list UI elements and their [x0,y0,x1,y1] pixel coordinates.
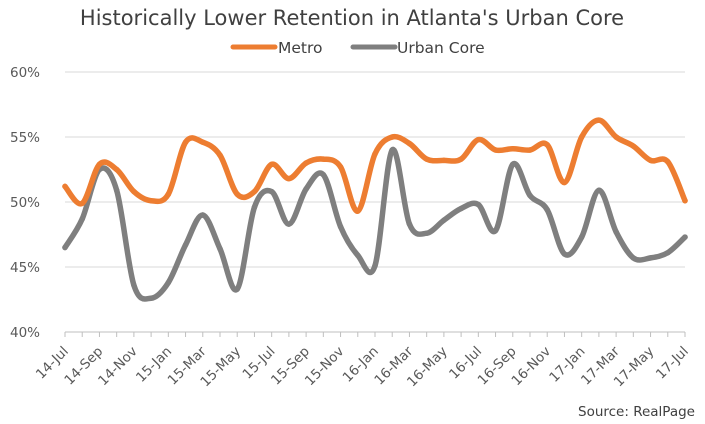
data-point-metro [62,183,68,190]
data-point-urban-core [286,221,292,227]
data-point-urban-core [578,234,585,240]
data-point-metro [234,191,240,197]
data-point-metro [355,208,361,214]
data-point-metro [79,200,85,207]
data-point-urban-core [544,207,550,213]
data-point-metro [320,156,327,162]
data-point-metro [182,139,189,145]
data-point-metro [96,161,103,168]
data-point-urban-core [148,295,154,301]
series-points-metro [62,117,688,214]
series-line-urban-core [62,147,688,302]
data-point-urban-core [561,251,568,257]
data-point-urban-core [475,201,482,208]
series-layer [62,117,688,302]
data-point-metro [372,151,378,157]
data-point-urban-core [251,204,258,210]
data-point-metro [527,147,533,153]
data-point-metro [268,161,275,168]
data-point-metro [544,142,550,148]
data-point-urban-core [613,229,619,235]
x-tick-label: 17-Jul [653,344,692,383]
data-point-urban-core [337,223,344,230]
data-point-metro [458,156,464,162]
data-point-urban-core [647,255,654,261]
data-point-urban-core [131,282,137,288]
x-tick-label: 16-Nov [509,344,555,390]
y-tick-label: 55% [10,130,40,146]
data-point-metro [337,164,344,170]
data-point-metro [492,147,499,153]
data-point-metro [303,160,309,166]
y-tick-label: 45% [10,260,40,276]
data-point-metro [561,179,568,186]
data-point-urban-core [79,216,85,222]
data-point-urban-core [372,262,378,269]
y-tick-label: 40% [10,325,40,341]
data-point-urban-core [165,279,172,286]
data-point-urban-core [665,249,671,256]
data-point-urban-core [113,187,120,194]
data-point-urban-core [303,186,309,192]
data-point-metro [251,188,258,195]
data-point-metro [389,134,395,140]
data-point-metro [113,166,120,173]
x-axis: 14-Jul14-Sep14-Nov15-Jan15-Mar15-May15-J… [33,332,692,390]
data-point-metro [217,152,223,158]
y-tick-label: 50% [10,195,40,211]
data-point-metro [441,157,447,164]
data-point-metro [510,145,516,152]
data-point-metro [665,158,671,165]
data-point-urban-core [182,242,189,248]
data-point-metro [423,156,430,162]
data-point-urban-core [510,161,516,168]
source-note: Source: RealPage [578,404,695,420]
data-point-metro [596,117,602,123]
data-point-urban-core [62,244,68,251]
legend-label-metro: Metro [278,39,323,57]
data-point-metro [613,134,619,140]
data-point-urban-core [234,286,240,292]
data-point-metro [286,175,292,182]
data-point-urban-core [217,246,223,252]
legend: Metro Urban Core [230,39,485,57]
data-point-urban-core [492,227,499,234]
y-axis: 40% 45% 50% 55% 60% [10,65,40,341]
data-point-metro [682,197,688,204]
x-tick-label: 15-Nov [302,344,348,390]
data-point-urban-core [200,212,206,218]
data-point-urban-core [682,234,688,240]
data-point-metro [475,136,482,143]
data-point-urban-core [441,217,447,223]
data-point-metro [630,143,637,149]
legend-label-urban-core: Urban Core [397,39,485,57]
data-point-urban-core [355,252,361,259]
data-point-metro [406,140,413,147]
data-point-metro [165,191,172,197]
y-tick-label: 60% [10,65,40,81]
series-points-urban-core [62,147,688,301]
data-point-urban-core [320,171,327,178]
data-point-urban-core [596,187,602,194]
data-point-metro [647,157,654,164]
data-point-metro [131,188,137,195]
data-point-urban-core [268,188,275,195]
data-point-metro [148,197,154,204]
data-point-urban-core [423,230,430,236]
data-point-metro [578,134,585,140]
data-point-urban-core [630,255,637,261]
data-point-urban-core [389,147,395,153]
chart-title: Historically Lower Retention in Atlanta'… [80,6,624,30]
data-point-metro [200,139,206,145]
data-point-urban-core [527,192,533,199]
data-point-urban-core [406,221,413,227]
data-point-urban-core [458,205,464,212]
x-tick-label: 14-Nov [95,344,141,390]
